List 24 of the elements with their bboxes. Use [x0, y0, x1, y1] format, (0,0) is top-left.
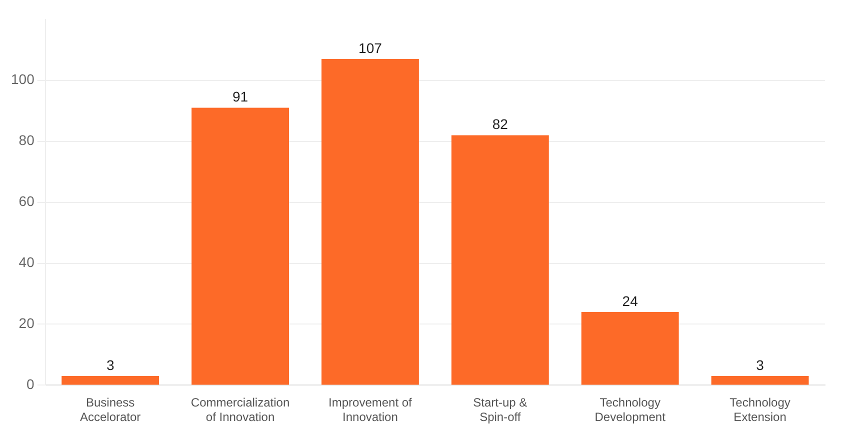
y-tick-label: 60 [18, 193, 35, 210]
data-label: 24 [622, 292, 638, 309]
bar [451, 135, 549, 385]
bar [581, 312, 679, 385]
data-label: 91 [232, 88, 248, 105]
bar [192, 108, 289, 385]
bar [711, 376, 809, 385]
x-tick-label: Technology Development [594, 396, 666, 424]
y-tick-label: 20 [18, 315, 35, 332]
data-label: 3 [756, 356, 764, 373]
data-label: 107 [358, 40, 382, 56]
x-tick-label: Technology Extension [730, 396, 790, 424]
x-tick-label: Improvement of Innovation [328, 396, 413, 424]
data-label: 82 [492, 116, 508, 132]
data-label: 3 [106, 356, 114, 373]
x-tick-label: Commercialization of Innovation [190, 396, 290, 424]
bar [321, 59, 419, 385]
x-tick-label: Start-up & Spin-off [473, 396, 528, 424]
y-tick-label: 0 [26, 376, 35, 392]
y-tick-label: 40 [18, 254, 35, 270]
y-tick-label: 100 [11, 71, 35, 88]
y-tick-label: 80 [18, 132, 35, 148]
bar [62, 376, 160, 385]
x-tick-label: Business Accelorator [80, 396, 141, 424]
